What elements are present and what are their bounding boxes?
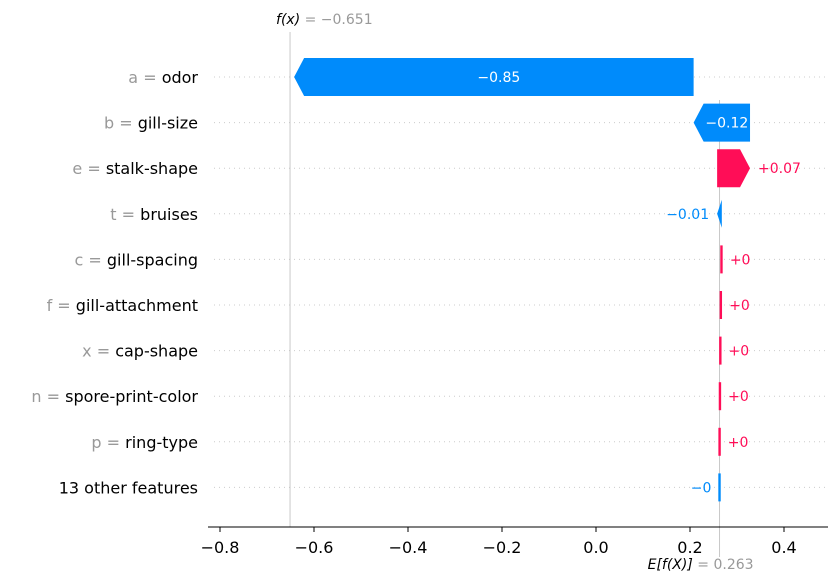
shap-value-label: −0 [691,480,712,496]
feature-name: stalk-shape [106,159,198,178]
feature-value: b = [104,114,138,133]
fx-annotation: f(x) = −0.651 [276,12,373,28]
x-tick-label: 0.2 [677,538,702,557]
positive-shap-bar [719,336,722,365]
feature-value: x = [82,342,115,361]
feature-value: n = [31,387,65,406]
shap-value-label: +0 [730,252,751,268]
positive-shap-bar [719,291,723,319]
feature-label: f = gill-attachment [47,296,198,315]
shap-value-label: −0.01 [666,207,709,223]
feature-label: c = gill-spacing [75,250,198,269]
feature-name: odor [162,68,199,87]
fx-value: = −0.651 [305,12,373,28]
feature-name: cap-shape [115,342,198,361]
x-tick-label: −0.6 [295,538,334,557]
positive-shap-bar [718,382,722,411]
shap-value-label: −0.85 [477,70,520,86]
shap-value-label: −0.12 [705,116,748,132]
feature-value: c = [75,250,107,269]
feature-label: e = stalk-shape [72,159,198,178]
shap-value-label: +0 [728,435,749,451]
feature-label: b = gill-size [104,114,198,133]
feature-value: e = [72,159,105,178]
feature-label: n = spore-print-color [31,387,198,406]
positive-shap-bar [718,427,721,456]
feature-name: spore-print-color [65,387,198,406]
feature-label: 13 other features [59,478,198,497]
feature-value: t = [110,205,140,224]
feature-value: f = [47,296,76,315]
feature-name: gill-size [138,114,198,133]
negative-shap-bar [693,103,751,142]
shap-value-label: +0 [729,344,750,360]
x-tick-label: −0.8 [201,538,240,557]
feature-labels: a = odor b = gill-size e = stalk-shape t = … [31,68,198,497]
feature-label: x = cap-shape [82,342,198,361]
feature-name: bruises [140,205,198,224]
positive-shap-bar [720,245,723,274]
feature-value: a = [128,68,161,87]
efx-annotation: E[f(X)] = 0.263 [648,557,754,573]
positive-shap-bar [717,149,751,188]
x-tick-label: 0.0 [583,538,608,557]
x-axis: −0.8 −0.6 −0.4 −0.2 0.0 0.2 0.4 [201,526,828,557]
feature-name: 13 other features [59,478,198,497]
negative-shap-bar [294,58,694,96]
feature-label: p = ring-type [91,433,198,452]
fx-label: f(x) [276,12,305,28]
x-tick-label: −0.2 [483,538,522,557]
x-tick-label: 0.4 [771,538,796,557]
negative-shap-bar [717,199,722,228]
feature-name: gill-spacing [107,250,198,269]
shap-value-label: +0 [728,389,749,405]
shap-value-label: +0 [729,298,750,314]
efx-label: E[f(X)] [648,557,698,573]
feature-name: ring-type [125,433,198,452]
feature-value: p = [91,433,125,452]
shap-value-label: +0.07 [758,161,801,177]
bars: −0.85 −0.12 +0.07 −0.01 +0 +0 +0 +0 +0 −0 [294,58,801,502]
feature-label: a = odor [128,68,198,87]
x-tick-label: −0.4 [389,538,428,557]
feature-label: t = bruises [110,205,198,224]
feature-name: gill-attachment [76,296,198,315]
efx-value: = 0.263 [697,557,753,573]
negative-shap-bar [718,473,721,502]
